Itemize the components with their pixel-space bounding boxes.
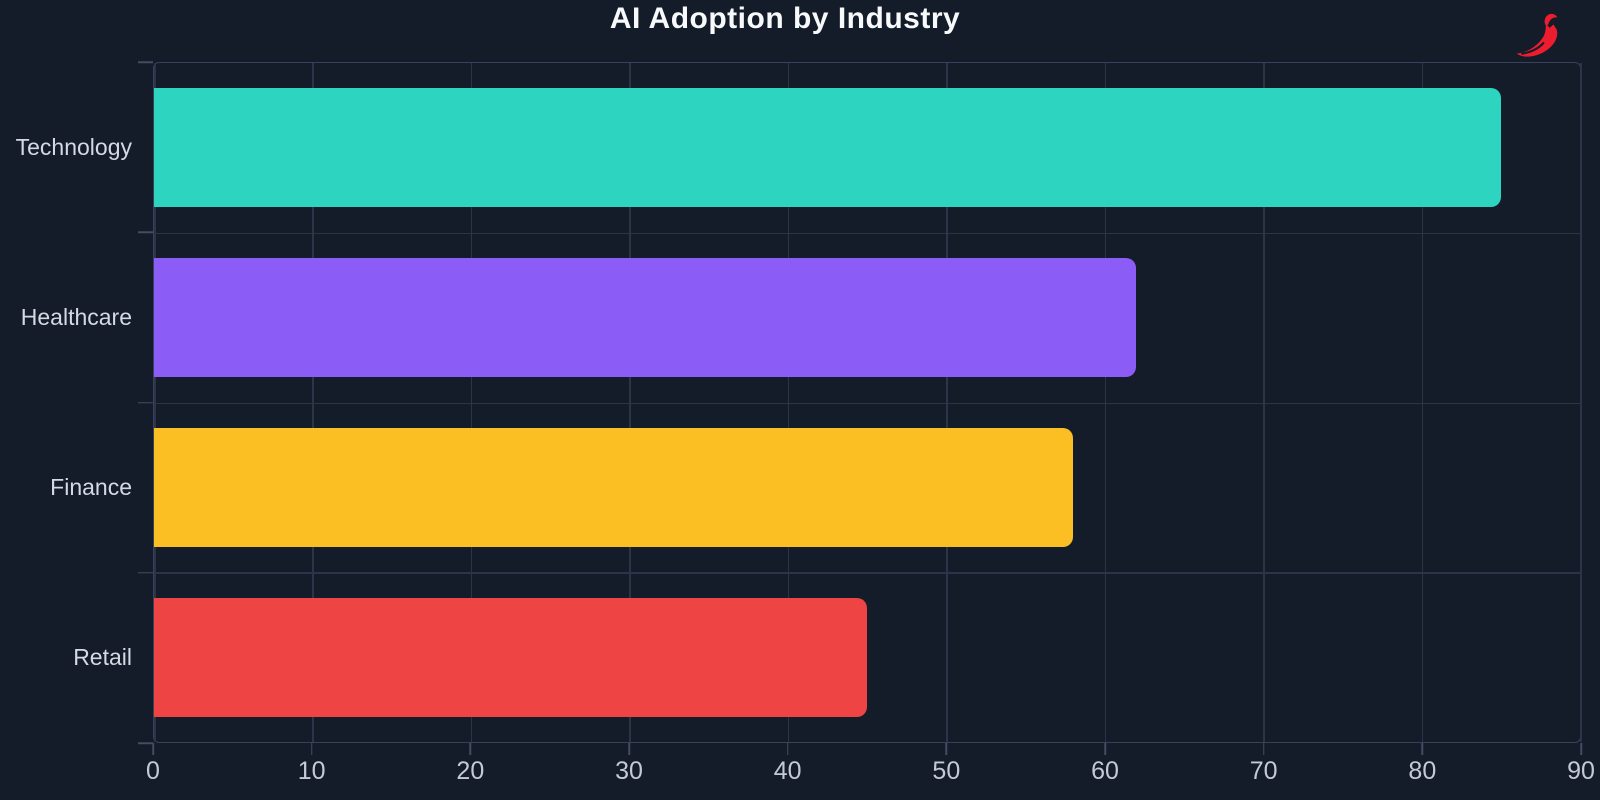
x-axis: 0 10 20 30 40 50 60 70 80 90 bbox=[146, 743, 1595, 800]
x-tick-label-70: 70 bbox=[1249, 757, 1278, 785]
gridline-x-90 bbox=[1580, 63, 1582, 742]
x-tick-mark-40 bbox=[786, 743, 789, 755]
y-label-finance: Finance bbox=[50, 474, 132, 501]
x-tick-label-60: 60 bbox=[1091, 757, 1119, 785]
x-tick-mark-0 bbox=[152, 743, 154, 755]
chart-title: AI Adoption by Industry bbox=[609, 2, 961, 35]
y-axis-labels: Technology Healthcare Finance Retail bbox=[0, 62, 132, 743]
x-tick-mark-70 bbox=[1262, 743, 1265, 755]
y-label-technology: Technology bbox=[15, 133, 132, 160]
bar-finance bbox=[154, 427, 1073, 547]
y-label-retail: Retail bbox=[73, 644, 132, 671]
x-tick-mark-80 bbox=[1421, 743, 1424, 755]
chili-pepper-icon bbox=[1516, 13, 1558, 57]
bar-band-healthcare bbox=[154, 233, 1580, 403]
x-tick-label-10: 10 bbox=[297, 757, 326, 785]
gridline-y-boundary-1 bbox=[154, 232, 1580, 235]
y-tick-mark-3 bbox=[138, 572, 153, 574]
x-tick-mark-30 bbox=[628, 743, 630, 755]
bar-band-finance bbox=[154, 403, 1580, 573]
x-tick-label-80: 80 bbox=[1408, 757, 1437, 785]
x-tick-mark-90 bbox=[1580, 743, 1582, 755]
gridline-y-boundary-3 bbox=[154, 572, 1580, 574]
y-tick-mark-2 bbox=[138, 401, 153, 404]
bar-band-retail bbox=[154, 572, 1580, 742]
gridline-y-boundary-2 bbox=[154, 402, 1580, 404]
x-tick-label-30: 30 bbox=[615, 757, 643, 785]
x-tick-mark-50 bbox=[945, 743, 948, 755]
y-label-healthcare: Healthcare bbox=[20, 303, 132, 330]
bar-healthcare bbox=[154, 258, 1137, 378]
x-tick-label-0: 0 bbox=[146, 757, 160, 785]
bar-retail bbox=[154, 597, 867, 717]
y-tick-mark-1 bbox=[138, 231, 153, 233]
x-tick-mark-20 bbox=[469, 743, 472, 755]
y-tick-mark-0 bbox=[138, 61, 153, 63]
x-tick-label-50: 50 bbox=[932, 757, 961, 785]
bar-band-technology bbox=[154, 63, 1580, 233]
x-tick-label-20: 20 bbox=[456, 757, 485, 785]
x-tick-label-40: 40 bbox=[773, 757, 802, 785]
bar-technology bbox=[154, 88, 1501, 208]
x-tick-label-90: 90 bbox=[1567, 757, 1595, 785]
y-tick-mark-4 bbox=[138, 742, 153, 744]
plot-area bbox=[153, 62, 1582, 743]
x-tick-mark-60 bbox=[1104, 743, 1106, 755]
x-tick-mark-10 bbox=[310, 743, 313, 755]
